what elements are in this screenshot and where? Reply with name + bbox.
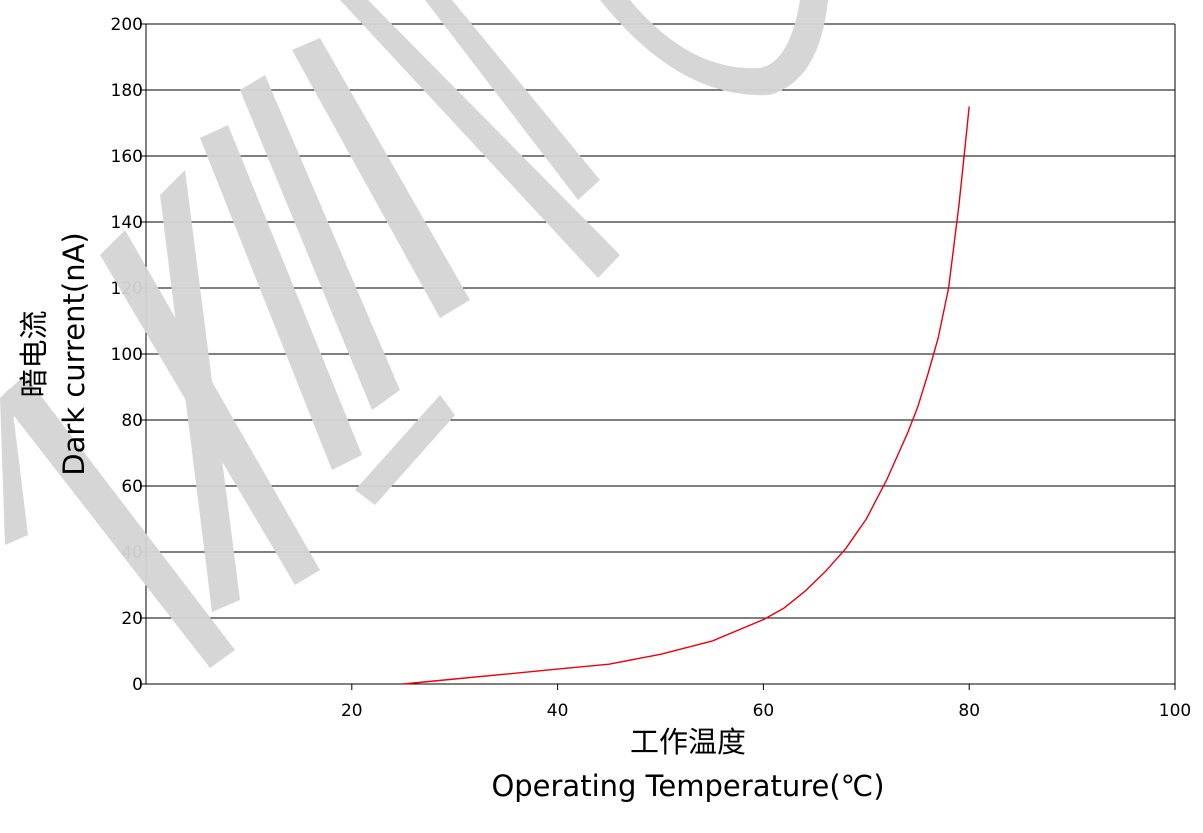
- y-axis-title: Dark current(nA): [57, 232, 91, 476]
- y-tick-label-0: 0: [132, 675, 143, 695]
- series-layer: [403, 106, 970, 685]
- y-tick-label-60: 60: [121, 477, 143, 497]
- x-tick-label-100: 100: [1159, 701, 1191, 721]
- y-tick-label-20: 20: [121, 609, 143, 629]
- x-tick-label-40: 40: [547, 701, 569, 721]
- watermark-logo: [0, 0, 828, 668]
- x-tick-label-60: 60: [753, 701, 775, 721]
- x-axis-title: Operating Temperature(℃): [491, 769, 884, 803]
- y-tick-label-140: 140: [111, 213, 143, 233]
- y-tick-label-160: 160: [111, 147, 143, 167]
- y-tick-label-100: 100: [111, 345, 143, 365]
- x-tick-label-80: 80: [958, 701, 980, 721]
- series-line-0: [403, 106, 970, 685]
- y-tick-label-200: 200: [111, 15, 143, 35]
- y-tick-label-180: 180: [111, 81, 143, 101]
- x-axis-title-cn: 工作温度: [630, 725, 746, 759]
- y-axis-title-cn: 暗电流: [17, 310, 51, 397]
- x-tick-label-20: 20: [341, 701, 363, 721]
- y-tick-label-80: 80: [121, 411, 143, 431]
